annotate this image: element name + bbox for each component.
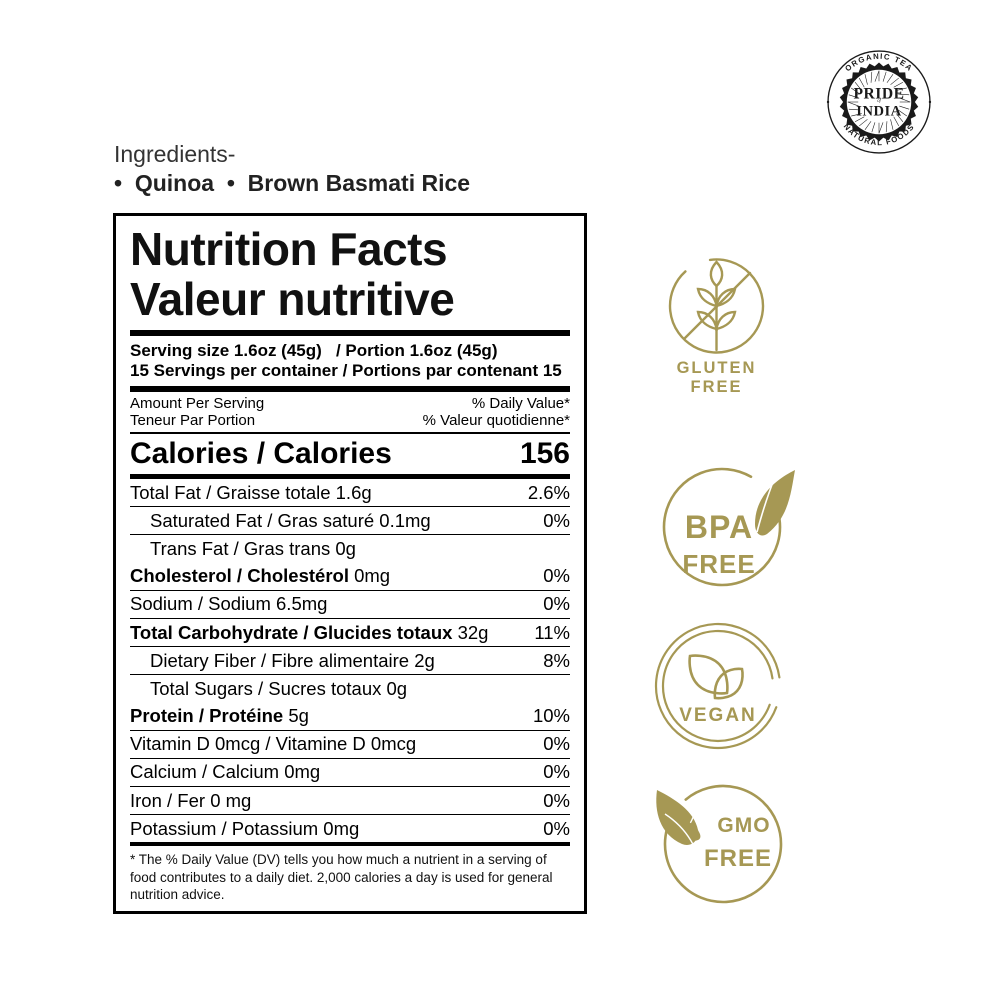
svg-text:FREE: FREE [682, 549, 755, 579]
svg-text:GMO: GMO [717, 814, 770, 837]
svg-text:BPA: BPA [685, 509, 753, 545]
svg-text:GLUTEN: GLUTEN [677, 359, 757, 377]
svg-text:VEGAN: VEGAN [679, 705, 757, 726]
svg-text:FREE: FREE [704, 845, 772, 872]
svg-text:INDIA: INDIA [856, 104, 901, 120]
svg-text:FREE: FREE [690, 378, 742, 395]
